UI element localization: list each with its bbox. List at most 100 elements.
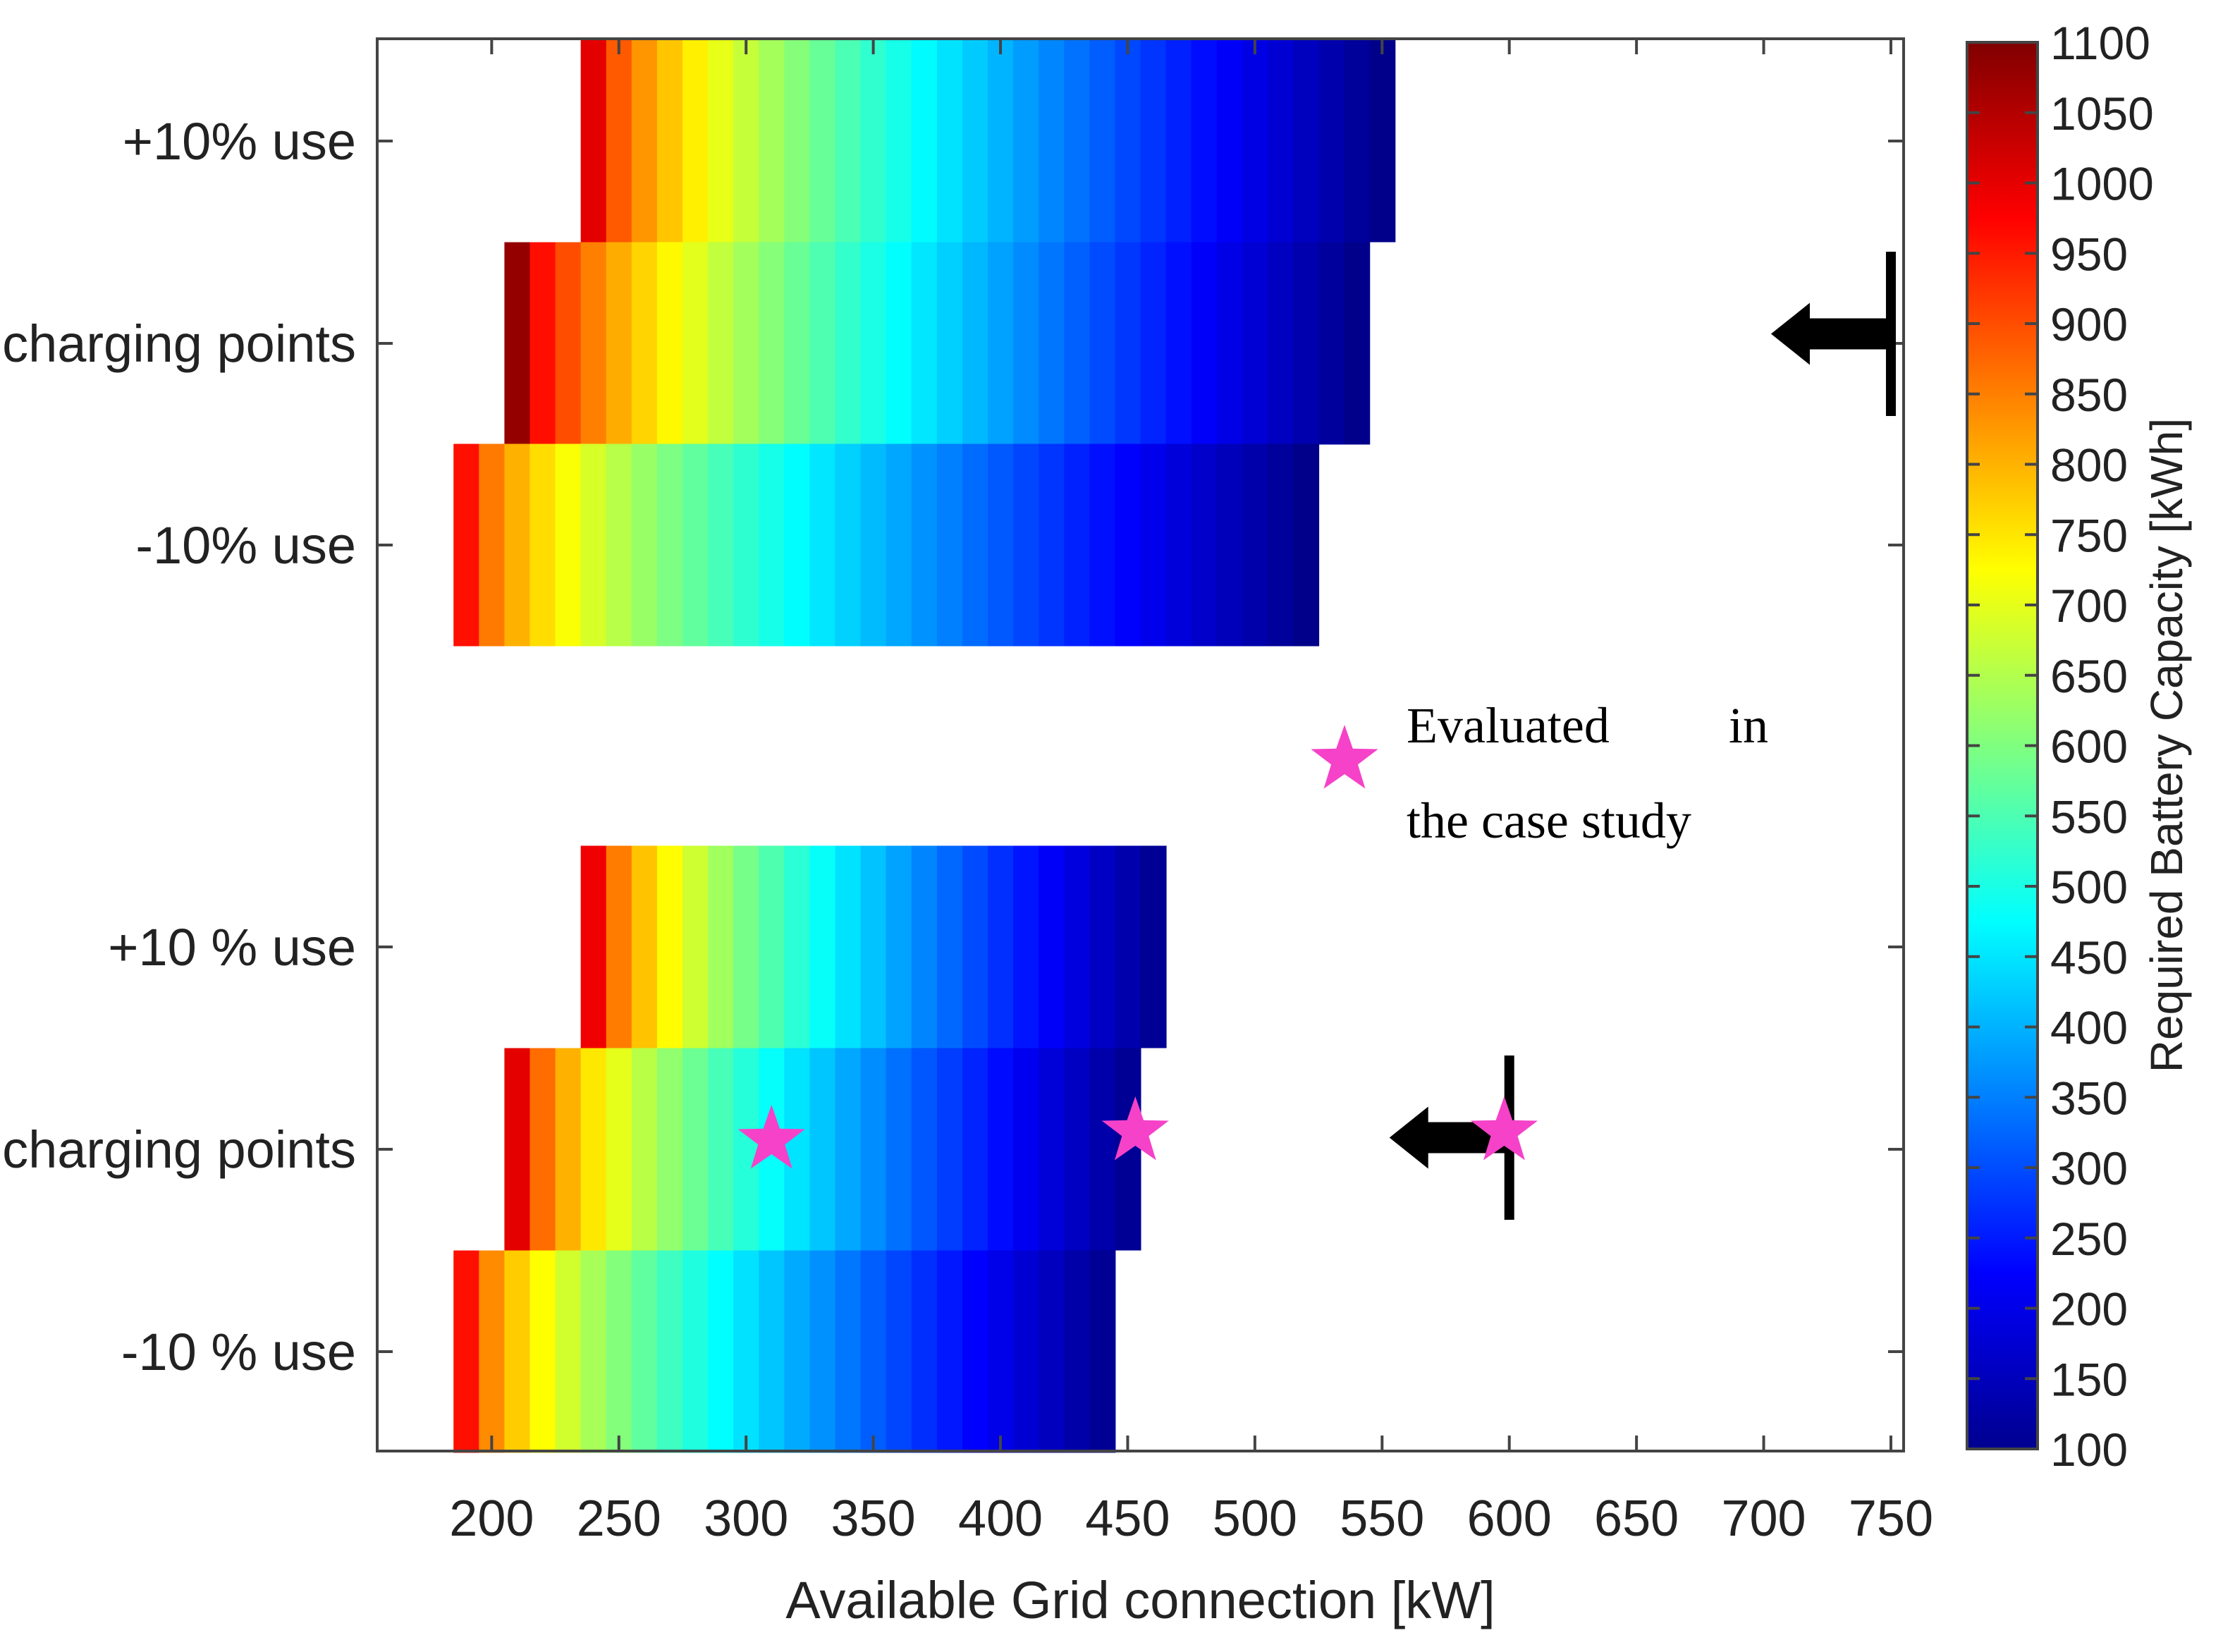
x-tick-label: 500 [1213,1491,1297,1547]
heatmap-cell [1165,443,1192,647]
heatmap-cell [1216,242,1243,445]
heatmap-cell [1039,242,1065,445]
heatmap-cell [988,1250,1015,1453]
colorbar-tick-label: 1100 [2050,17,2150,69]
colorbar-tick-label: 100 [2050,1424,2128,1476]
heatmap-cell [962,845,988,1048]
heatmap-cell [835,443,862,647]
colorbar-tick-label: 750 [2050,509,2128,561]
heatmap-cell [1013,443,1040,647]
heatmap-cell [1013,1250,1040,1453]
x-tick-label: 200 [449,1491,534,1547]
colorbar-tick-label: 350 [2050,1072,2128,1124]
heatmap-cell [656,242,683,445]
heatmap-cell [682,1250,709,1453]
heatmap-cell [835,845,862,1048]
heatmap-cell [784,845,811,1048]
heatmap-cell [835,242,862,445]
colorbar-tick-label: 600 [2050,721,2128,773]
legend-text-in: in [1729,697,1768,754]
heatmap-cell [733,443,760,647]
heatmap-cell [606,1250,632,1453]
heatmap-cell [911,1250,938,1453]
legend-text-case-study: the case study [1407,793,1691,849]
y-axis-ticks: +10% use 5 charging points -10% use +10 % u… [0,112,1904,1381]
heatmap-cell [479,443,506,647]
x-axis-label: Available Grid connection [kW] [785,1571,1495,1629]
heatmap-cell [580,1250,607,1453]
heatmap-cell [962,39,988,243]
heatmap-cell [1191,39,1218,243]
heatmap-cell [962,443,988,647]
heatmap-cell [759,1250,785,1453]
heatmap-cell [656,1250,683,1453]
colorbar-tick-label: 150 [2050,1353,2128,1405]
evaluated-point-star-icon [1470,1096,1538,1161]
heatmap-cell [886,242,912,445]
heatmap-cell [1344,39,1371,243]
colorbar-tick-label: 1000 [2050,158,2154,210]
heatmap-cell [784,242,811,445]
heatmap-cell [911,1048,938,1251]
heatmap-cell [580,443,607,647]
heatmap-cell [1267,443,1294,647]
heatmap-cell [733,845,760,1048]
heatmap-cell [1140,845,1167,1048]
heatmap-cell [911,242,938,445]
heatmap-cell [1216,443,1243,647]
heatmap-cell [1242,242,1268,445]
x-tick-label: 250 [577,1491,661,1547]
heatmap-cell [631,39,658,243]
evaluated-legend: Evaluated in the case study [1311,697,1768,849]
heatmap-cell [1089,1048,1116,1251]
colorbar-tick-label: 450 [2050,931,2128,984]
heatmap-cell [504,1250,531,1453]
heatmap-cell [1216,39,1243,243]
x-axis-ticks: 200 250 300 350 400 450 500 550 600 650 700 750 [449,39,1933,1547]
heatmap-cell [631,443,658,647]
heatmap-cell [1039,1250,1065,1453]
heatmap-cell [1064,1048,1091,1251]
colorbar-tick-label: 800 [2050,439,2128,491]
heatmap-cell [962,1048,988,1251]
heatmap-cell [809,443,836,647]
heatmap-cell [759,242,785,445]
heatmap-cell [656,39,683,243]
left-arrow-icon [1770,302,1891,365]
colorbar-tick-label: 900 [2050,298,2128,350]
x-tick-label: 400 [958,1491,1043,1547]
heatmap-cell [708,1048,735,1251]
heatmap-cell [784,39,811,243]
heatmap-cell [1140,242,1167,445]
heatmap-cell [682,845,709,1048]
heatmap-cell [733,242,760,445]
heatmap-cell [1013,1048,1040,1251]
heatmap-cell [580,39,607,243]
colorbar-tick-label: 650 [2050,650,2128,702]
heatmap-cell [1039,443,1065,647]
heatmap-cell [1242,39,1268,243]
heatmap-cell [936,39,963,243]
heatmap-cell [1318,39,1345,243]
heatmap-cell [809,1250,836,1453]
heatmap-cell [809,242,836,445]
heatmap-cell [1267,242,1294,445]
heatmap-cell [555,1048,582,1251]
heatmap-cell [911,845,938,1048]
heatmap-cell [682,443,709,647]
heatmap-cell [936,1048,963,1251]
y-tick-label: 4 charging points [0,1120,356,1179]
x-tick-label: 600 [1467,1491,1552,1547]
heatmap-cell [759,845,785,1048]
heatmap-cell [936,845,963,1048]
heatmap-cell [606,845,632,1048]
colorbar: 100 150 200 250 300 350 400 450 500 550 600 650 700 7… [1966,17,2192,1476]
heatmap-cell [1267,39,1294,243]
plot-area-frame [376,37,1905,1452]
heatmap-cell [860,845,887,1048]
colorbar-tick-label: 300 [2050,1142,2128,1194]
x-tick-label: 350 [831,1491,916,1547]
heatmap-cell [1242,443,1268,647]
heatmap-cell [1140,39,1167,243]
heatmap-cell [809,1048,836,1251]
